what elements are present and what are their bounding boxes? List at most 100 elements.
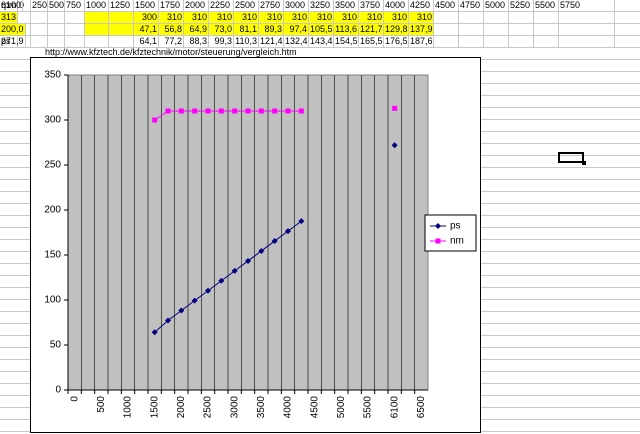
column-value[interactable]: 1750 xyxy=(159,0,184,11)
data-cell[interactable] xyxy=(85,12,109,23)
data-cell[interactable] xyxy=(559,12,615,23)
data-cell[interactable]: 310 xyxy=(384,12,409,23)
column-value[interactable]: 3750 xyxy=(359,0,384,11)
data-cell[interactable] xyxy=(65,12,85,23)
data-cell[interactable] xyxy=(459,24,484,35)
data-cell[interactable]: 310 xyxy=(159,12,184,23)
data-cell[interactable] xyxy=(534,24,559,35)
column-value[interactable]: 250 xyxy=(32,0,48,11)
column-value[interactable]: 500 xyxy=(49,0,65,11)
column-value[interactable]: 750 xyxy=(65,0,85,11)
data-cell[interactable] xyxy=(534,36,559,47)
data-cell[interactable]: 310 xyxy=(209,12,234,23)
data-cell[interactable] xyxy=(434,12,459,23)
column-value[interactable]: 5500 xyxy=(534,0,559,11)
data-cell[interactable]: 121,7 xyxy=(359,24,384,35)
data-cell[interactable]: 176,5 xyxy=(385,36,409,47)
column-value[interactable]: 3250 xyxy=(309,0,334,11)
data-cell[interactable] xyxy=(65,36,85,47)
data-cell[interactable]: 310 xyxy=(359,12,384,23)
column-value[interactable]: 1500 xyxy=(134,0,159,11)
data-cell[interactable]: 132,4 xyxy=(285,36,309,47)
data-cell[interactable]: 143,4 xyxy=(310,36,334,47)
data-cell[interactable]: 105,5 xyxy=(309,24,334,35)
data-cell[interactable]: 129,8 xyxy=(384,24,409,35)
column-value[interactable]: 3000 xyxy=(284,0,309,11)
data-cell[interactable] xyxy=(48,36,65,47)
column-value[interactable]: 2000 xyxy=(184,0,209,11)
data-cell[interactable]: 310 xyxy=(259,12,284,23)
data-cell[interactable] xyxy=(48,12,65,23)
column-value[interactable]: 5750 xyxy=(559,0,615,11)
data-cell[interactable] xyxy=(85,36,109,47)
data-cell[interactable]: 110,3 xyxy=(235,36,259,47)
data-cell[interactable] xyxy=(434,36,459,47)
column-value[interactable]: 6100 xyxy=(1,0,24,11)
data-cell[interactable]: 310 xyxy=(184,12,209,23)
data-cell[interactable]: 310 xyxy=(334,12,359,23)
data-cell[interactable] xyxy=(18,12,31,23)
data-cell[interactable] xyxy=(109,24,134,35)
data-cell[interactable] xyxy=(484,12,509,23)
data-cell[interactable] xyxy=(65,24,85,35)
data-cell[interactable]: 64,1 xyxy=(134,36,159,47)
column-value[interactable]: 2250 xyxy=(209,0,234,11)
data-cell[interactable]: 113,6 xyxy=(334,24,359,35)
data-cell[interactable] xyxy=(48,24,65,35)
column-value[interactable]: 4250 xyxy=(409,0,434,11)
data-cell[interactable] xyxy=(509,12,534,23)
cell-cursor[interactable] xyxy=(558,152,586,165)
row-label[interactable]: ps xyxy=(0,36,18,47)
data-cell[interactable] xyxy=(509,24,534,35)
data-cell[interactable]: 187,6 xyxy=(410,36,434,47)
data-cell[interactable] xyxy=(18,24,31,35)
row-label[interactable]: rpm xyxy=(1,0,18,11)
column-value[interactable]: 2750 xyxy=(259,0,284,11)
data-cell[interactable] xyxy=(459,36,484,47)
data-cell[interactable]: 81,1 xyxy=(234,24,259,35)
column-value[interactable]: 5000 xyxy=(484,0,509,11)
data-cell[interactable]: 88,3 xyxy=(184,36,209,47)
data-cell[interactable]: 89,3 xyxy=(259,24,284,35)
column-value[interactable]: 4000 xyxy=(384,0,409,11)
data-cell[interactable] xyxy=(18,36,31,47)
data-cell[interactable]: 313 xyxy=(0,12,19,23)
data-cell[interactable] xyxy=(434,24,459,35)
data-cell[interactable] xyxy=(484,24,509,35)
data-cell[interactable]: 64,9 xyxy=(184,24,209,35)
column-value[interactable]: 0 xyxy=(18,0,31,11)
data-cell[interactable] xyxy=(31,24,48,35)
data-cell[interactable]: 310 xyxy=(309,12,334,23)
data-cell[interactable]: 47,1 xyxy=(134,24,159,35)
data-cell[interactable] xyxy=(109,12,134,23)
data-cell[interactable]: 56,8 xyxy=(159,24,184,35)
column-value[interactable]: 4750 xyxy=(459,0,484,11)
data-cell[interactable]: 310 xyxy=(234,12,259,23)
column-value[interactable]: 2500 xyxy=(234,0,259,11)
column-value[interactable]: 4500 xyxy=(434,0,459,11)
data-cell[interactable]: 73,0 xyxy=(209,24,234,35)
data-cell[interactable]: 77,2 xyxy=(159,36,184,47)
data-cell[interactable]: 121,4 xyxy=(260,36,284,47)
column-value[interactable]: 1250 xyxy=(109,0,134,11)
data-cell[interactable]: 99,3 xyxy=(209,36,234,47)
column-value[interactable]: 1000 xyxy=(85,0,109,11)
data-cell[interactable]: 165,5 xyxy=(360,36,384,47)
data-cell[interactable]: 154,5 xyxy=(335,36,359,47)
data-cell[interactable]: 137,9 xyxy=(409,24,434,35)
data-cell[interactable] xyxy=(509,36,534,47)
data-cell[interactable] xyxy=(484,36,509,47)
data-cell[interactable] xyxy=(459,12,484,23)
column-value[interactable]: 3500 xyxy=(334,0,359,11)
data-cell[interactable]: 310 xyxy=(409,12,434,23)
data-cell[interactable]: 200,0 xyxy=(0,24,26,35)
data-cell[interactable]: 300 xyxy=(134,12,159,23)
data-cell[interactable]: 97,4 xyxy=(284,24,309,35)
data-cell[interactable] xyxy=(31,12,48,23)
data-cell[interactable] xyxy=(31,36,48,47)
data-cell[interactable] xyxy=(109,36,134,47)
data-cell[interactable]: 271,9 xyxy=(1,36,26,47)
column-value[interactable]: 5250 xyxy=(509,0,534,11)
data-cell[interactable] xyxy=(85,24,109,35)
data-cell[interactable] xyxy=(559,36,615,47)
